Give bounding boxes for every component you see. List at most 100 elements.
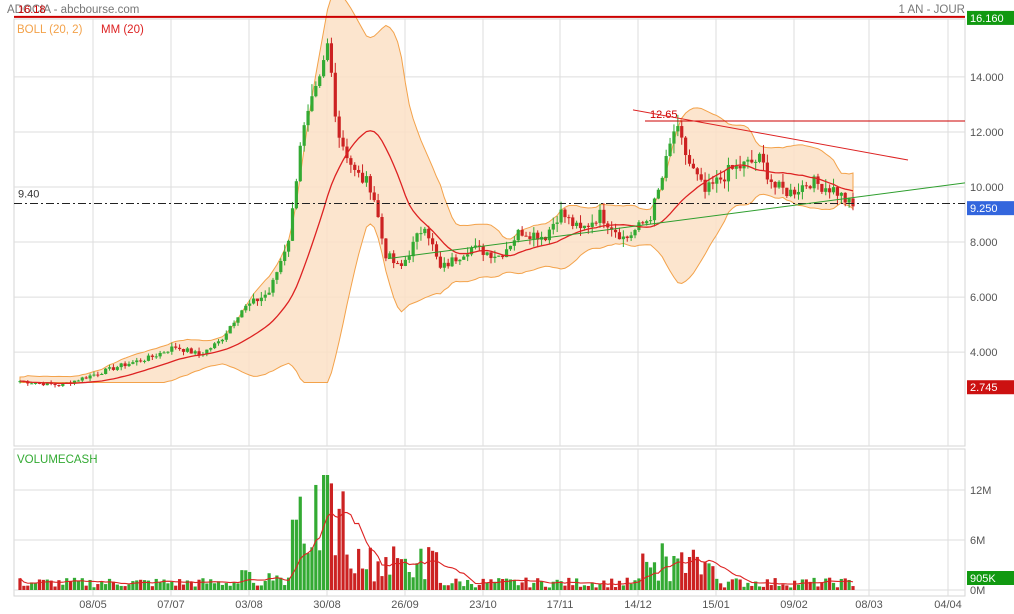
x-tick-label: 09/02 [780, 599, 808, 611]
candle-body [80, 377, 84, 381]
volume-tick-label: 6M [970, 535, 985, 547]
candle-body [734, 165, 738, 169]
candle-body [423, 228, 427, 234]
candle-body [835, 187, 840, 196]
volume-bar [197, 579, 201, 590]
volume-bar [251, 582, 256, 590]
volume-bar [722, 587, 727, 590]
candle-body [808, 186, 812, 189]
volume-bar [567, 577, 571, 590]
candle-body [166, 351, 170, 353]
y-tick-label: 4.000 [970, 347, 998, 359]
volume-bar [438, 582, 442, 590]
candle-body [197, 351, 201, 355]
candle-body [691, 163, 696, 169]
legend-bollinger: BOLL (20, 2) [17, 24, 83, 36]
candle-body [41, 383, 45, 386]
volume-bar [96, 584, 100, 590]
volume-bar [135, 580, 139, 590]
y-tick-label: 8.000 [970, 237, 998, 249]
candle-body [92, 374, 96, 376]
candle-body [610, 227, 614, 230]
volume-bar [388, 574, 392, 590]
volume-bar [395, 558, 400, 590]
x-tick-label: 14/12 [624, 599, 652, 611]
candle-body [668, 143, 672, 157]
candle-body [442, 262, 446, 268]
candle-body [586, 225, 590, 227]
volume-bar [376, 561, 380, 590]
volume-bar [146, 580, 151, 590]
volume-bar [115, 584, 119, 590]
candle-body [267, 292, 271, 295]
price-badge [967, 380, 1014, 395]
candle-body [357, 169, 361, 173]
candle-body [684, 137, 688, 156]
volume-bar [283, 585, 287, 590]
volume-bar [707, 563, 711, 590]
volume-bar [22, 585, 26, 590]
volume-bar [399, 559, 404, 590]
volume-bar [831, 582, 836, 590]
candle-body [185, 348, 189, 352]
volume-tick-label: 0M [970, 585, 985, 597]
volume-bar [851, 586, 855, 590]
candle-body [722, 179, 727, 182]
volume-bar [804, 579, 808, 590]
candle-body [220, 339, 225, 342]
volume-bar [485, 582, 489, 590]
volume-bar [286, 577, 291, 590]
volume-bar [781, 584, 785, 590]
volume-bar [730, 579, 734, 590]
candle-body [286, 240, 291, 252]
candle-body [76, 380, 80, 382]
volume-bar [26, 585, 30, 590]
candle-body [602, 209, 606, 224]
volume-bar [403, 558, 407, 590]
x-tick-label: 30/08 [313, 599, 341, 611]
volume-bar [298, 496, 302, 590]
candle-body [135, 360, 139, 363]
volume-bar [660, 543, 664, 590]
candle-body [761, 153, 766, 163]
candle-body [625, 236, 629, 239]
candle-body [703, 179, 707, 192]
candle-body [621, 236, 625, 240]
volume-label: VOLUMECASH [17, 454, 98, 466]
volume-bar [84, 585, 88, 590]
volume-bar [843, 578, 847, 590]
candle-body [575, 222, 579, 226]
candle-body [310, 96, 314, 111]
candle-body [337, 116, 341, 138]
volume-bar [785, 585, 789, 590]
candle-body [796, 191, 801, 195]
volume-bar [419, 548, 423, 590]
volume-bar [69, 581, 73, 590]
volume-bar [224, 583, 228, 590]
candle-body [598, 209, 602, 223]
candle-body [687, 155, 692, 164]
candle-body [656, 189, 660, 199]
candle-body [318, 76, 322, 86]
candle-body [652, 198, 657, 221]
volume-bar [177, 579, 182, 590]
volume-bar [602, 580, 606, 590]
candle-body [236, 317, 240, 323]
volume-bar [236, 583, 240, 590]
volume-bar [446, 585, 450, 590]
volume-bar [757, 586, 762, 590]
axes: 08/05 07/07 03/08 30/08 26/09 23/10 17/11 14/12… [79, 10, 1014, 611]
chart-title: ADOCIA - abcbourse.com [7, 4, 139, 16]
volume-bar [345, 554, 349, 590]
candle-body [158, 352, 162, 357]
volume-bar [808, 581, 812, 590]
candle-body [738, 165, 742, 169]
candle-body [726, 164, 731, 182]
volume-bar [501, 578, 505, 590]
candle-body [477, 245, 481, 247]
volume-bar [154, 578, 158, 590]
candle-body [213, 343, 217, 349]
volume-bar [691, 549, 696, 590]
price-badge [967, 201, 1014, 216]
